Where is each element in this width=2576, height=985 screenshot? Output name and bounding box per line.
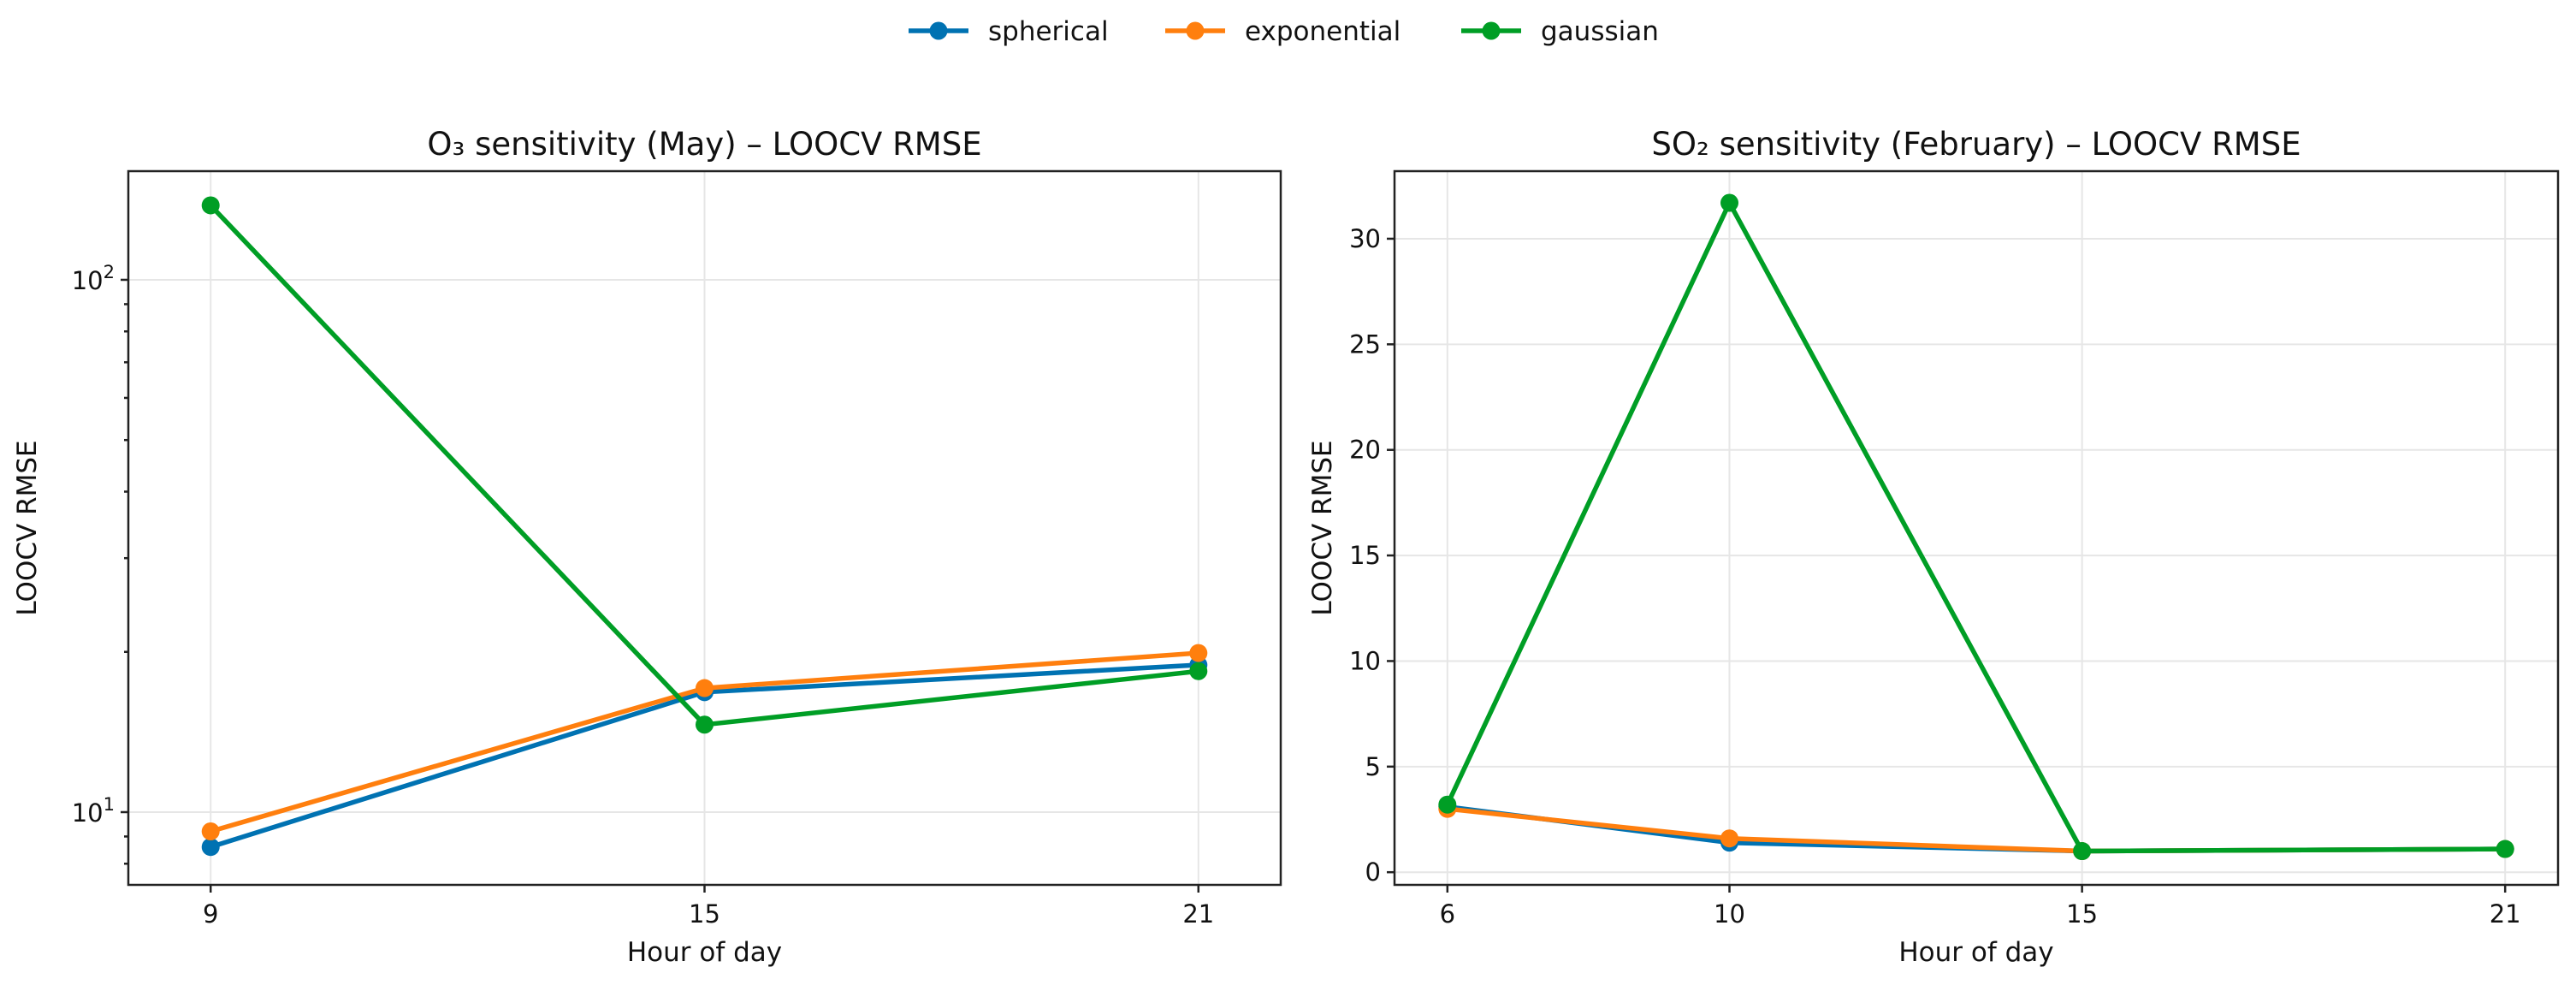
legend-marker (929, 21, 948, 40)
plot-frame (1393, 169, 2560, 887)
legend-marker (1482, 21, 1501, 40)
so2-chart-panel: 6 10 15 21 0 5 10 15 20 25 30 SO₂ sensitivity (Feb… (1307, 126, 2560, 968)
data-point-gaussian (1189, 662, 1208, 680)
legend-label: spherical (988, 16, 1109, 47)
legend-marker (1186, 21, 1205, 40)
y-tick-label: 0 (1365, 857, 1381, 887)
series-line-spherical (1447, 804, 2506, 854)
x-tick-label: 9 (203, 899, 218, 929)
y-tick-label: 15 (1349, 541, 1381, 570)
y-tick-label: 102 (72, 262, 115, 295)
data-point-spherical (201, 838, 220, 857)
data-point-gaussian (2496, 840, 2514, 858)
y-axis-label: LOOCV RMSE (1307, 440, 1338, 615)
data-point-exponential (696, 679, 714, 697)
data-point-gaussian (2073, 842, 2092, 861)
legend-item-spherical: spherical (909, 16, 1109, 47)
x-tick-label: 15 (2066, 899, 2098, 929)
x-tick-label: 6 (1440, 899, 1455, 929)
y-tick-label: 25 (1349, 329, 1381, 359)
y-tick-label: 10 (1349, 646, 1381, 675)
chart-title: O₃ sensitivity (May) – LOOCV RMSE (427, 126, 981, 163)
data-point-exponential (201, 822, 220, 841)
legend-label: gaussian (1541, 16, 1659, 47)
x-tick-label: 15 (689, 899, 720, 929)
y-tick-label: 5 (1365, 752, 1381, 781)
data-point-gaussian (1720, 193, 1739, 212)
legend-label: exponential (1245, 16, 1401, 47)
chart-title: SO₂ sensitivity (February) – LOOCV RMSE (1651, 126, 2301, 163)
y-tick-label: 30 (1349, 224, 1381, 253)
y-tick-label: 101 (72, 794, 115, 828)
y-axis-label: LOOCV RMSE (12, 440, 43, 615)
x-tick-label: 21 (1182, 899, 1214, 929)
x-tick-label: 10 (1714, 899, 1745, 929)
x-axis-label: Hour of day (1898, 937, 2053, 968)
data-point-gaussian (696, 715, 714, 734)
legend-item-exponential: exponential (1165, 16, 1401, 47)
legend-item-gaussian: gaussian (1461, 16, 1659, 47)
data-point-gaussian (201, 196, 220, 215)
series-line-exponential (1447, 806, 2506, 854)
data-point-exponential (1189, 644, 1208, 662)
legend: spherical exponential gaussian (909, 16, 1659, 47)
x-tick-label: 21 (2490, 899, 2521, 929)
data-point-gaussian (1438, 795, 1457, 814)
series-line-gaussian (1445, 200, 2506, 854)
y-tick-label: 20 (1349, 436, 1381, 465)
o3-chart-panel: 9 15 21 101 102 O₃ sensitivity (May) – LOOCV… (12, 126, 1282, 968)
x-axis-label: Hour of day (627, 937, 782, 968)
data-point-exponential (1720, 829, 1739, 848)
